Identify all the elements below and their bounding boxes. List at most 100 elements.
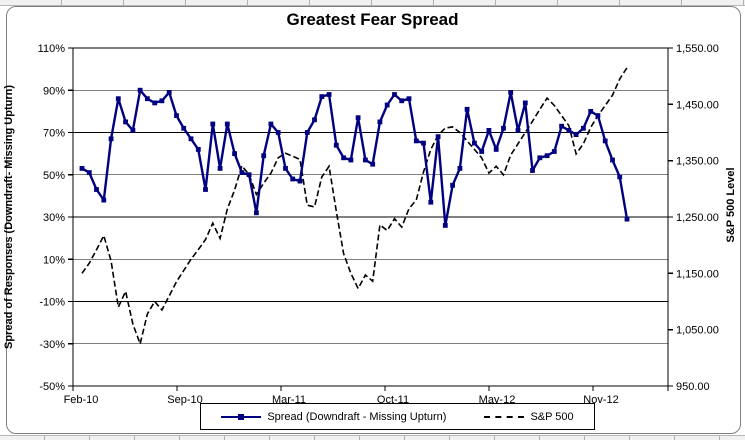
spread-series-marker — [261, 153, 267, 159]
spread-series-marker — [152, 100, 158, 106]
spread-series-marker — [86, 170, 92, 175]
spread-series-marker — [595, 113, 601, 118]
spread-line-sample-icon — [221, 413, 262, 420]
spread-series-marker — [290, 176, 296, 182]
spread-series-marker — [566, 128, 572, 133]
spread-series-marker — [101, 197, 107, 203]
chart-title: Greatest Fear Spread — [286, 10, 459, 29]
sp500-dashed-line-sample-icon — [484, 415, 525, 418]
legend-item-spread[interactable]: Spread (Downdraft - Missing Upturn) — [221, 411, 446, 423]
spread-series-marker — [319, 94, 325, 99]
spread-series-marker — [137, 87, 143, 93]
spread-series-marker — [617, 174, 623, 180]
spread-series-marker — [174, 113, 179, 118]
left-axis-tick-label: 70% — [43, 128, 65, 140]
spread-series-marker — [181, 125, 187, 131]
legend-item-sp500[interactable]: S&P 500 — [484, 410, 574, 423]
spread-series-marker — [275, 130, 281, 135]
spread-series-marker — [464, 106, 470, 112]
spread-series-marker — [406, 96, 412, 102]
spread-series-marker — [421, 140, 426, 146]
spread-series-marker — [442, 223, 448, 228]
spread-series-marker — [217, 166, 223, 171]
left-axis-tick-label: 30% — [43, 212, 65, 224]
spread-series-marker — [268, 121, 274, 127]
spread-series-marker — [515, 128, 521, 133]
left-axis-tick-label: -30% — [39, 339, 65, 351]
left-axis-tick-label: 50% — [43, 170, 65, 182]
spread-series-marker — [588, 109, 594, 114]
spread-series-marker — [203, 187, 208, 192]
spread-series-marker — [530, 168, 535, 173]
spread-series-marker — [210, 121, 216, 127]
spread-series-marker — [551, 149, 557, 154]
spread-series-marker — [283, 166, 288, 171]
spread-series-marker — [435, 134, 441, 140]
spread-series-marker — [232, 151, 237, 156]
spread-series-marker — [428, 199, 434, 205]
spread-series-marker — [363, 157, 368, 163]
spread-series-marker — [312, 117, 317, 123]
legend-label-sp500: S&P 500 — [530, 410, 574, 423]
spread-series-marker — [624, 216, 630, 222]
spread-series-marker — [544, 153, 550, 159]
legend-box[interactable]: Spread (Downdraft - Missing Upturn) S&P … — [200, 403, 595, 430]
worksheet-cells-bottom-strip — [0, 435, 745, 440]
spread-series-marker — [573, 132, 579, 137]
spread-series-marker — [472, 140, 477, 146]
spread-series-marker — [239, 170, 245, 175]
right-axis-tick-label: 1,150.00 — [676, 268, 719, 280]
right-axis-tick-label: 1,350.00 — [676, 156, 719, 168]
spread-series-marker — [537, 155, 543, 161]
spread-series-marker — [457, 166, 463, 171]
spread-series-marker — [326, 92, 332, 97]
spread-series-marker — [522, 100, 528, 106]
spread-series-marker — [224, 121, 230, 127]
spread-series-marker — [493, 147, 499, 152]
spread-series-marker — [413, 138, 419, 144]
right-axis-tick-label: 1,250.00 — [676, 212, 719, 224]
legend-label-spread: Spread (Downdraft - Missing Upturn) — [267, 410, 447, 423]
spread-series-marker — [348, 157, 354, 163]
x-axis-tick-label: Sep-10 — [167, 394, 202, 406]
spread-series-marker — [559, 123, 564, 129]
left-axis-tick-label: 90% — [43, 85, 65, 97]
spread-series-marker — [479, 149, 485, 154]
spread-series-marker — [108, 136, 114, 142]
spread-series-marker — [377, 119, 383, 125]
spread-series-marker — [115, 96, 121, 102]
spread-series-marker — [581, 125, 586, 131]
worksheet-cells-top-strip — [0, 0, 745, 6]
spread-series-marker — [159, 98, 165, 104]
spread-series-marker — [341, 155, 346, 161]
spread-series-marker — [304, 130, 310, 135]
chart-object-frame[interactable] — [6, 6, 741, 434]
spread-series-marker — [246, 172, 252, 178]
spread-series-marker — [486, 128, 492, 133]
spread-series-marker — [602, 138, 608, 144]
left-axis-tick-label: -50% — [39, 381, 65, 393]
spread-series-marker — [355, 115, 361, 121]
left-axis-tick-label: 10% — [43, 254, 65, 266]
left-axis-tick-label: -10% — [39, 297, 65, 309]
spread-series-marker — [254, 210, 259, 216]
spread-series-marker — [333, 142, 339, 148]
spread-series-marker — [188, 136, 194, 142]
x-axis-tick-label: Feb-10 — [64, 394, 99, 406]
right-axis-tick-label: 1,050.00 — [676, 325, 719, 337]
spread-series-marker — [123, 119, 128, 125]
spread-series-marker — [384, 102, 390, 108]
spread-series-marker — [195, 147, 201, 152]
spread-series-marker — [79, 166, 85, 171]
spread-series-line — [81, 89, 629, 227]
spread-series-marker — [145, 96, 150, 102]
spread-series-marker — [508, 90, 514, 95]
spread-series-marker — [610, 157, 615, 163]
right-axis-tick-label: 1,550.00 — [676, 43, 719, 55]
spread-series-marker — [166, 90, 172, 95]
right-axis-tick-label: 950.00 — [676, 381, 710, 393]
spread-series-marker — [297, 178, 303, 184]
spread-series-marker — [370, 161, 376, 167]
spread-series-marker — [94, 187, 99, 192]
